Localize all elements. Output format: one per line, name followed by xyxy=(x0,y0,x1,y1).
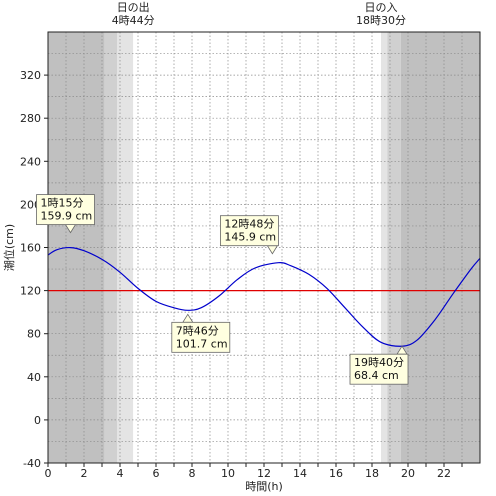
x-tick-label: 22 xyxy=(437,467,451,480)
annotation-time: 12時48分 xyxy=(224,218,274,231)
x-tick-label: 4 xyxy=(117,467,124,480)
annotation-box xyxy=(171,321,231,353)
annotation-time: 19時40分 xyxy=(354,356,404,369)
y-tick-label: 320 xyxy=(20,69,41,82)
x-tick-label: 20 xyxy=(401,467,415,480)
day-band xyxy=(133,32,381,463)
y-tick-label: -40 xyxy=(23,457,41,470)
annotation-value: 159.9 cm xyxy=(41,210,93,223)
x-tick-label: 14 xyxy=(293,467,307,480)
annotation-box xyxy=(349,353,409,385)
annotation-time: 1時15分 xyxy=(41,197,84,210)
x-tick-label: 10 xyxy=(221,467,235,480)
sunrise-label: 日の出 xyxy=(117,0,150,14)
x-tick-label: 6 xyxy=(153,467,160,480)
x-tick-label: 18 xyxy=(365,467,379,480)
daylight-bands xyxy=(48,32,480,463)
y-tick-label: 40 xyxy=(27,371,41,384)
sunrise-time: 4時44分 xyxy=(112,14,155,27)
y-tick-label: 80 xyxy=(27,328,41,341)
y-tick-label: 120 xyxy=(20,285,41,298)
annotation-value: 68.4 cm xyxy=(354,369,399,382)
x-tick-label: 8 xyxy=(189,467,196,480)
annotation-value: 145.9 cm xyxy=(224,231,276,244)
annotation-time: 7時46分 xyxy=(176,324,219,337)
x-tick-label: 0 xyxy=(45,467,52,480)
sunset-time: 18時30分 xyxy=(356,14,406,27)
annotation-value: 101.7 cm xyxy=(176,337,228,350)
y-tick-label: 240 xyxy=(20,155,41,168)
tide-series-line xyxy=(47,246,481,347)
sunset-label: 日の入 xyxy=(365,1,398,14)
y-axis-ticks: -40 0 40 80 120 160 200 240 280 320 xyxy=(20,69,48,470)
y-tick-label: 200 xyxy=(20,198,41,211)
y-tick-label: 0 xyxy=(34,414,41,427)
x-tick-label: 2 xyxy=(81,467,88,480)
x-tick-label: 16 xyxy=(329,467,343,480)
y-tick-label: 280 xyxy=(20,112,41,125)
y-tick-label: 160 xyxy=(20,242,41,255)
annotation-box xyxy=(36,194,95,226)
x-axis-ticks: 0 2 4 6 8 10 12 14 16 18 20 22 xyxy=(45,463,463,480)
x-axis-title: 時間(h) xyxy=(245,480,283,493)
annotation-box xyxy=(219,215,279,247)
x-tick-label: 12 xyxy=(257,467,271,480)
y-axis-title: 潮位(cm) xyxy=(2,224,16,271)
